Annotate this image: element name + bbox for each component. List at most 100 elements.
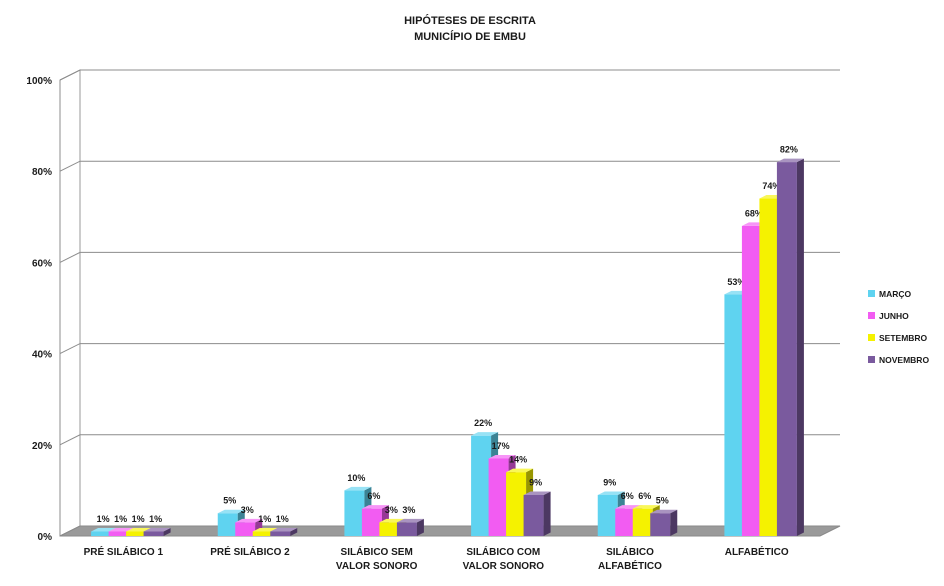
bar-top: [488, 454, 516, 459]
legend-swatch: [868, 334, 875, 341]
y-tick-label: 40%: [32, 350, 52, 361]
x-tick-label: PRÉ SILÁBICO 2: [210, 545, 290, 558]
bar-side: [796, 158, 804, 536]
data-label: 17%: [492, 441, 510, 451]
data-label: 1%: [97, 514, 110, 524]
gridline: [59, 343, 840, 355]
bar: [650, 509, 678, 536]
chart-title-line-1: HIPÓTESES DE ESCRITA: [404, 14, 536, 27]
floor: [59, 525, 841, 537]
bar-top: [270, 527, 298, 532]
bar-top: [523, 491, 551, 495]
bar-side: [670, 509, 678, 536]
gridline: [59, 69, 840, 81]
bar-front: [488, 458, 509, 536]
chart-title-line-2: MUNICÍPIO DE EMBU: [414, 30, 526, 43]
bar-front: [506, 472, 527, 536]
bar: [523, 491, 551, 536]
x-tick-label: ALFABÉTICO: [725, 545, 789, 558]
data-label: 3%: [385, 505, 398, 515]
y-tick-label: 60%: [32, 258, 52, 269]
bar-side: [416, 518, 424, 536]
plot-area: 0% 20% 40% 60% 80% 100% 1% 1% 1% 1% PRÉ SILÁBICO 1…: [26, 69, 841, 572]
legend-label: SETEMBRO: [879, 333, 928, 343]
bar-side: [290, 527, 298, 536]
data-label: 1%: [149, 514, 162, 524]
x-tick-label: SILÁBICO SEM: [341, 545, 413, 558]
data-label: 1%: [276, 514, 289, 524]
bar-front: [379, 522, 400, 536]
x-tick-label: PRÉ SILÁBICO 1: [84, 545, 164, 558]
bar-top: [217, 509, 245, 514]
bar-front: [108, 531, 129, 536]
gridline: [59, 251, 840, 263]
data-label: 3%: [402, 505, 415, 515]
bar-top: [597, 491, 625, 495]
data-label: 3%: [241, 505, 254, 515]
bar-top: [650, 509, 678, 514]
bar-top: [396, 518, 424, 523]
data-label: 5%: [223, 496, 236, 506]
bar-top: [344, 486, 372, 491]
x-tick-label: ALFABÉTICO: [598, 559, 662, 572]
data-label: 1%: [114, 514, 127, 524]
data-label: 10%: [347, 473, 365, 483]
bar-front: [126, 531, 147, 536]
data-label: 68%: [745, 208, 763, 218]
data-label: 53%: [727, 277, 745, 287]
data-label: 14%: [509, 455, 527, 465]
data-label: 1%: [132, 514, 145, 524]
legend-swatch: [868, 312, 875, 319]
bar-front: [143, 531, 164, 536]
bar-front: [471, 435, 492, 536]
bar-top: [361, 505, 389, 509]
bar-front: [776, 162, 797, 536]
bar-front: [724, 294, 745, 536]
bar-front: [396, 522, 417, 536]
data-label: 9%: [529, 477, 542, 487]
x-tick-label: VALOR SONORO: [463, 561, 545, 572]
bar-front: [235, 522, 256, 536]
bar-side: [163, 527, 171, 536]
bar-top: [235, 518, 263, 523]
y-tick-label: 100%: [26, 76, 52, 87]
data-label: 5%: [656, 496, 669, 506]
data-label: 22%: [474, 418, 492, 428]
data-label: 74%: [762, 181, 780, 191]
bar-top: [143, 527, 171, 532]
bar-front: [650, 513, 671, 536]
legend: MARÇO JUNHO SETEMBRO NOVEMBRO: [868, 289, 929, 365]
data-label: 6%: [621, 491, 634, 501]
chart-title: HIPÓTESES DE ESCRITA MUNICÍPIO DE EMBU: [404, 14, 536, 43]
bar: [143, 527, 171, 536]
data-label: 6%: [367, 491, 380, 501]
bar-side: [543, 491, 551, 536]
legend-swatch: [868, 356, 875, 363]
x-tick-label: SILÁBICO: [606, 545, 654, 558]
bar-front: [615, 508, 636, 536]
data-label: 82%: [780, 145, 798, 155]
data-label: 9%: [603, 477, 616, 487]
bar-front: [91, 531, 112, 536]
gridline: [59, 434, 840, 446]
bar-front: [252, 531, 273, 536]
bar: [270, 527, 298, 536]
bar-top: [471, 432, 499, 436]
legend-label: JUNHO: [879, 311, 909, 321]
bar-front: [759, 198, 780, 536]
bar-top: [776, 158, 804, 163]
data-label: 1%: [258, 514, 271, 524]
bar-top: [506, 468, 534, 473]
y-tick-label: 0%: [38, 532, 53, 543]
bar-front: [217, 513, 238, 536]
bar: [776, 158, 804, 536]
bar-front: [741, 225, 762, 537]
bar-front: [344, 490, 365, 536]
bar-front: [632, 508, 653, 536]
bar-top: [632, 505, 660, 509]
bar-front: [361, 508, 382, 536]
bar-front: [523, 494, 544, 536]
bar-front: [270, 531, 291, 536]
bar-front: [597, 494, 618, 536]
